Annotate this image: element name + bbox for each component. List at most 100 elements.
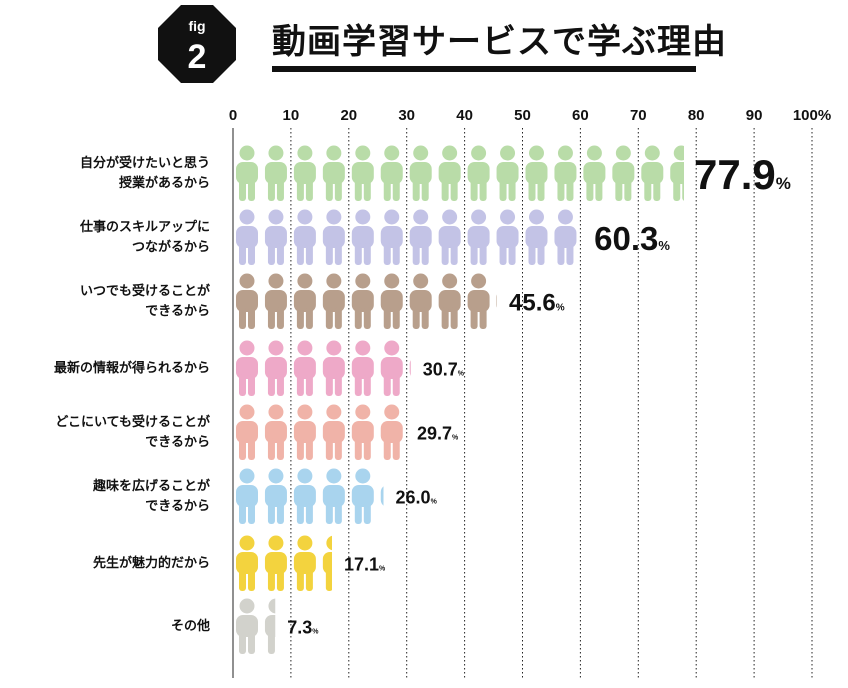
person-icon — [380, 273, 403, 329]
person-icon — [322, 145, 345, 201]
person-icon — [380, 340, 403, 396]
data-label: 60.3% — [594, 220, 670, 257]
category-label-line: 先生が魅力的だから — [92, 556, 210, 571]
person-icon — [409, 360, 411, 376]
person-icon — [496, 209, 519, 265]
data-label: 7.3% — [287, 617, 319, 637]
person-icon — [409, 209, 432, 265]
person-icon — [496, 145, 519, 201]
person-icon — [409, 273, 432, 329]
x-tick-label: 100% — [793, 107, 831, 124]
bar-row-6 — [236, 468, 384, 524]
x-tick-label: 50 — [514, 107, 531, 124]
person-icon — [293, 209, 316, 265]
bar-row-2 — [236, 209, 577, 265]
category-label-line: その他 — [170, 619, 210, 634]
person-icon — [525, 209, 548, 265]
person-icon — [264, 404, 287, 460]
category-label-line: 最新の情報が得られるから — [53, 361, 210, 376]
data-label: 30.7% — [423, 359, 465, 379]
person-icon — [293, 340, 316, 396]
category-label-line: できるから — [145, 499, 210, 514]
category-label-line: 趣味を広げることが — [92, 479, 210, 494]
person-icon — [351, 404, 374, 460]
person-icon — [293, 535, 316, 591]
person-icon — [409, 145, 432, 201]
person-icon — [264, 468, 287, 524]
person-icon — [236, 468, 258, 524]
person-icon — [351, 145, 374, 201]
person-icon — [380, 486, 384, 506]
x-tick-label: 30 — [398, 107, 415, 124]
category-label: 先生が魅力的だから — [0, 554, 210, 574]
person-icon — [380, 209, 403, 265]
person-icon — [236, 535, 258, 591]
person-icon — [496, 294, 498, 308]
person-icon — [264, 273, 287, 329]
person-icon — [351, 468, 374, 524]
person-icon — [236, 273, 258, 329]
person-icon — [322, 209, 345, 265]
person-icon — [670, 145, 685, 201]
data-label: 77.9% — [694, 151, 791, 198]
fig-number: 2 — [188, 38, 207, 76]
data-label: 45.6% — [509, 290, 565, 317]
x-tick-label: 60 — [572, 107, 589, 124]
person-icon — [236, 404, 258, 460]
person-icon — [293, 404, 316, 460]
fig-label: fig — [188, 18, 205, 34]
x-tick-label: 80 — [688, 107, 705, 124]
person-icon — [322, 468, 345, 524]
fig-badge: fig 2 — [158, 5, 236, 83]
person-icon — [467, 145, 490, 201]
category-label-line: できるから — [145, 435, 210, 450]
person-icon — [264, 340, 287, 396]
person-icon — [264, 209, 287, 265]
person-icon — [293, 468, 316, 524]
person-icon — [351, 340, 374, 396]
person-icon — [264, 598, 276, 654]
category-label-line: 仕事のスキルアップに — [79, 220, 210, 235]
category-label-line: 授業があるから — [118, 176, 210, 191]
person-icon — [641, 145, 664, 201]
person-icon — [322, 404, 345, 460]
data-label: 29.7% — [417, 423, 459, 443]
x-tick-label: 0 — [229, 107, 237, 124]
title-underline — [272, 66, 696, 72]
data-label: 26.0% — [396, 487, 438, 507]
person-icon — [583, 145, 606, 201]
person-icon — [554, 145, 577, 201]
person-icon — [351, 273, 374, 329]
bar-row-4 — [236, 340, 411, 396]
chart-title: 動画学習サービスで学ぶ理由 — [272, 22, 727, 62]
person-icon — [467, 209, 490, 265]
category-label-line: どこにいても受けることが — [55, 415, 210, 430]
category-label: 最新の情報が得られるから — [0, 359, 210, 379]
person-icon — [322, 535, 333, 591]
person-icon — [236, 145, 258, 201]
person-icon — [264, 145, 287, 201]
category-label: 趣味を広げることができるから — [0, 477, 210, 517]
category-label-line: 自分が受けたいと思う — [79, 156, 210, 171]
bar-row-1 — [236, 145, 685, 201]
x-tick-label: 90 — [746, 107, 763, 124]
person-icon — [525, 145, 548, 201]
person-icon — [467, 273, 490, 329]
person-icon — [380, 404, 403, 460]
x-tick-label: 10 — [283, 107, 300, 124]
person-icon — [293, 273, 316, 329]
x-tick-label: 70 — [630, 107, 647, 124]
bar-row-3 — [236, 273, 498, 329]
person-icon — [322, 340, 345, 396]
person-icon — [380, 145, 403, 201]
person-icon — [236, 209, 258, 265]
person-icon — [438, 209, 461, 265]
category-label: どこにいても受けることができるから — [0, 413, 210, 453]
x-tick-label: 40 — [456, 107, 473, 124]
category-label-line: いつでも受けることが — [79, 284, 210, 299]
person-icon — [264, 535, 287, 591]
person-icon — [554, 209, 577, 265]
person-icon — [236, 598, 258, 654]
bar-row-8 — [236, 598, 276, 654]
